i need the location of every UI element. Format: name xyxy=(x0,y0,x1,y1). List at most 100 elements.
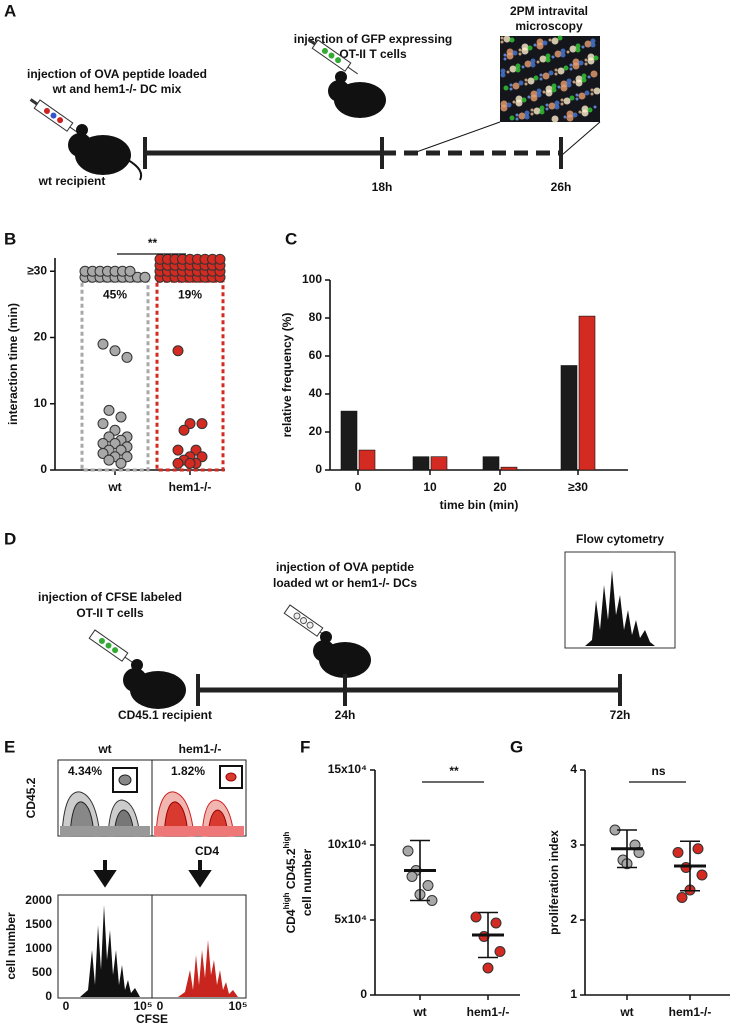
speckle xyxy=(575,93,579,97)
data-point xyxy=(124,265,136,277)
speckle xyxy=(515,99,523,107)
tick-label: 10⁵ xyxy=(134,999,153,1013)
panel-label: C xyxy=(285,229,297,248)
speckle xyxy=(557,35,563,41)
speckle xyxy=(530,58,536,64)
syringe xyxy=(88,629,136,665)
speckle xyxy=(530,94,538,102)
speckle xyxy=(593,87,601,95)
x-tick-label: hem1-/- xyxy=(669,1005,712,1019)
caption: wt and hem1-/- DC mix xyxy=(52,82,182,96)
speckle xyxy=(539,109,545,115)
syringe xyxy=(307,38,359,75)
y-axis-label: relative frequency (%) xyxy=(280,313,294,438)
data-point xyxy=(470,911,482,923)
data-point xyxy=(494,946,506,957)
speckle xyxy=(542,90,546,94)
speckle xyxy=(506,52,514,60)
annotation: 19% xyxy=(178,287,202,301)
speckle xyxy=(524,110,530,116)
speckle xyxy=(554,104,560,110)
speckle xyxy=(572,62,580,70)
group-label: wt xyxy=(97,742,111,756)
speckle xyxy=(524,82,528,86)
speckle xyxy=(590,42,596,48)
caption: injection of CFSE labeled xyxy=(38,590,182,604)
y-tick-label: 15x10⁴ xyxy=(328,762,367,776)
bar xyxy=(412,456,430,471)
data-point xyxy=(103,454,115,466)
speckle xyxy=(536,42,544,50)
speckle xyxy=(566,82,572,88)
caption: injection of GFP expressing xyxy=(294,32,452,46)
speckle xyxy=(515,63,521,69)
x-tick-label: ≥30 xyxy=(568,480,588,494)
speckle xyxy=(572,112,578,118)
y-tick-label: 20 xyxy=(34,330,48,344)
data-point xyxy=(172,457,184,469)
speckle xyxy=(545,107,549,111)
tick-label: 2000 xyxy=(25,893,52,907)
y-tick-label: 60 xyxy=(309,348,323,362)
syringe xyxy=(29,98,81,135)
speckle xyxy=(578,110,582,114)
data-point xyxy=(172,444,184,456)
panel-label: G xyxy=(510,737,523,756)
y-axis-label: interaction time (min) xyxy=(6,303,20,425)
speckle xyxy=(506,102,512,108)
x-axis-label: time bin (min) xyxy=(440,498,519,512)
y-axis-label-part: high xyxy=(282,831,291,848)
speckle xyxy=(530,62,536,68)
caption: 2PM intravital xyxy=(510,4,588,18)
speckle xyxy=(551,83,557,89)
y-tick-label: 100 xyxy=(302,272,322,286)
mouse xyxy=(313,631,371,678)
speckle xyxy=(575,79,583,87)
significance: ns xyxy=(651,764,665,778)
speckle xyxy=(545,53,551,59)
speckle xyxy=(545,103,549,107)
y-tick-label: 10x10⁴ xyxy=(328,837,367,851)
speckle xyxy=(554,72,558,76)
bar xyxy=(358,449,376,471)
y-tick-label: 0 xyxy=(360,987,367,1001)
data-point xyxy=(115,457,127,469)
data-point xyxy=(422,880,434,891)
time-label: 24h xyxy=(335,708,356,722)
speckle xyxy=(500,72,506,78)
speckle xyxy=(551,37,559,45)
speckle xyxy=(515,67,521,73)
range-box xyxy=(80,279,150,472)
speckle xyxy=(527,45,533,51)
speckle xyxy=(560,84,568,92)
y-tick-label: 4 xyxy=(570,762,577,776)
speckle xyxy=(542,72,550,80)
speckle xyxy=(590,88,594,92)
speckle xyxy=(551,87,557,93)
x-tick-label: wt xyxy=(412,1005,426,1019)
gate-percent: 1.82% xyxy=(171,764,205,778)
speckle xyxy=(503,57,507,61)
gate-percent: 4.34% xyxy=(68,764,102,778)
speckle xyxy=(584,40,592,48)
speckle xyxy=(518,112,526,120)
speckle xyxy=(515,117,519,121)
y-axis-label: cell number xyxy=(300,848,314,916)
y-axis-label-part: high xyxy=(282,892,291,909)
mouse xyxy=(328,71,386,118)
x-tick-label: 0 xyxy=(355,480,362,494)
speckle xyxy=(563,115,567,119)
caption: microscopy xyxy=(515,19,583,33)
speckle xyxy=(533,75,539,81)
speckle xyxy=(539,77,543,81)
bar xyxy=(340,410,358,471)
data-point xyxy=(178,424,190,436)
speckle xyxy=(500,68,506,74)
tick-label: 0 xyxy=(63,999,70,1013)
speckle xyxy=(581,77,587,83)
speckle xyxy=(581,45,585,49)
axis-label: CD4 xyxy=(195,844,219,858)
y-tick-label: 1 xyxy=(570,987,577,1001)
data-point xyxy=(121,351,133,363)
data-point xyxy=(184,457,196,469)
